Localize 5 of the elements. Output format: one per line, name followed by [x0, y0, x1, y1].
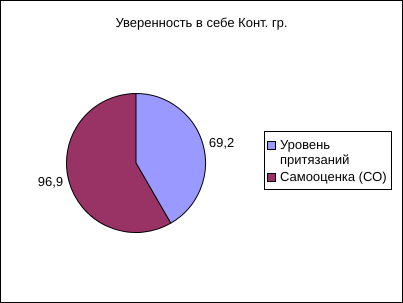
chart-title: Уверенность в себе Конт. гр.: [114, 15, 288, 30]
data-label: 69,2: [208, 135, 234, 150]
data-label: 96,9: [38, 174, 64, 190]
legend-label: Самооценка (СО): [280, 169, 387, 184]
legend-label: Уровень притязаний: [280, 137, 350, 167]
